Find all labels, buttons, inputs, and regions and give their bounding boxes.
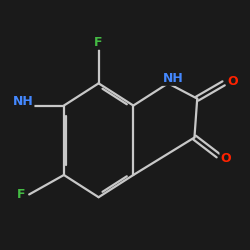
Text: NH: NH [163,72,184,85]
Text: F: F [94,36,103,49]
Text: F: F [17,188,26,201]
Text: O: O [220,152,231,165]
Text: O: O [227,74,238,88]
Text: NH: NH [13,95,34,108]
